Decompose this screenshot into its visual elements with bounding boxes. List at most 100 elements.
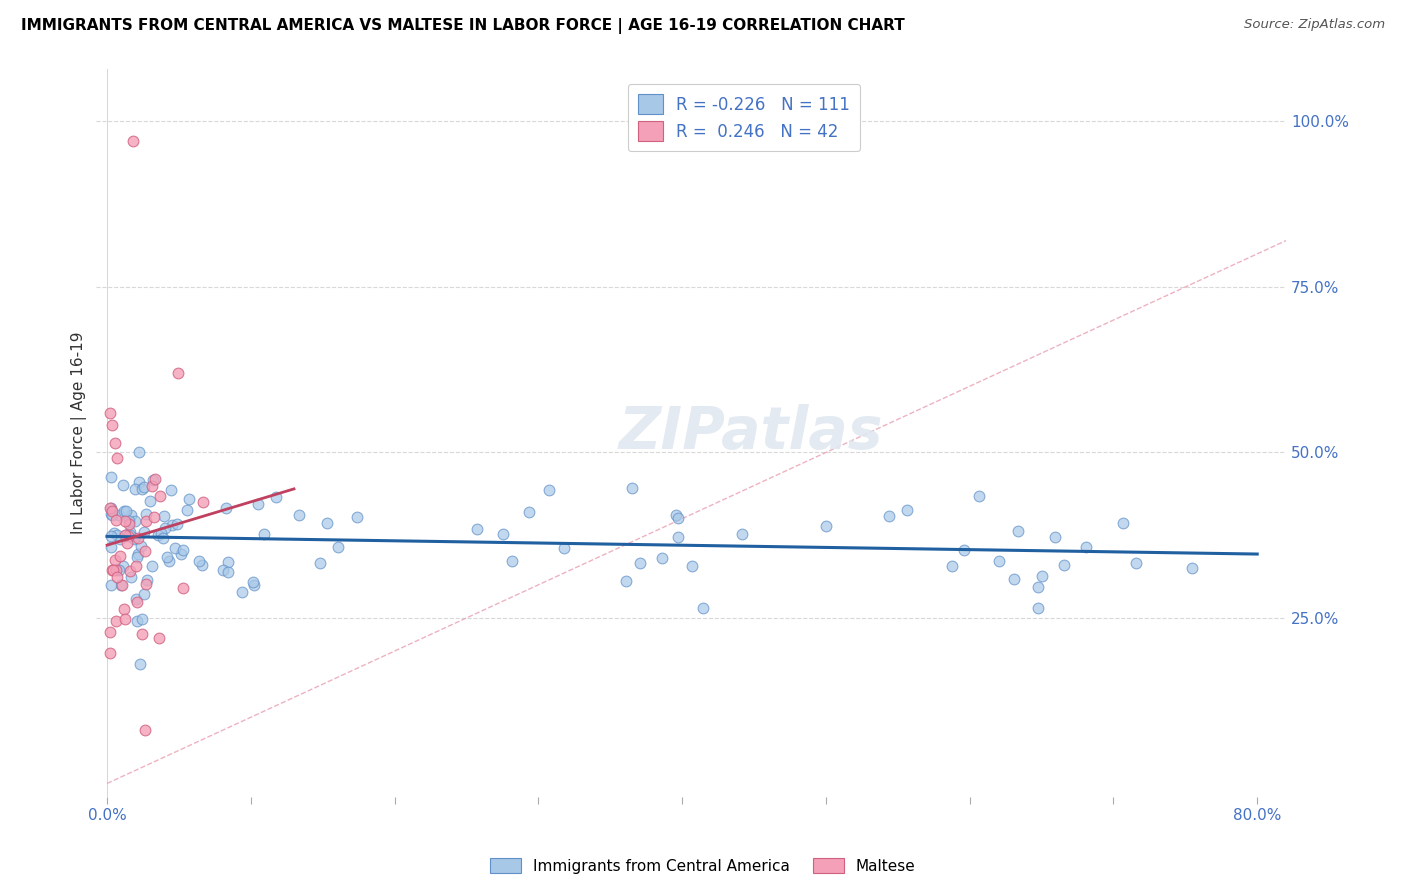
Y-axis label: In Labor Force | Age 16-19: In Labor Force | Age 16-19 xyxy=(72,331,87,533)
Point xyxy=(814,518,837,533)
Point xyxy=(191,558,214,573)
Point xyxy=(114,504,136,518)
Text: IMMIGRANTS FROM CENTRAL AMERICA VS MALTESE IN LABOR FORCE | AGE 16-19 CORRELATIO: IMMIGRANTS FROM CENTRAL AMERICA VS MALTE… xyxy=(21,18,905,34)
Point xyxy=(153,509,176,524)
Point xyxy=(108,549,131,564)
Point xyxy=(125,595,148,609)
Point xyxy=(501,554,523,568)
Point xyxy=(110,578,132,592)
Point xyxy=(143,510,166,524)
Point xyxy=(1026,600,1049,615)
Point xyxy=(148,631,170,645)
Point xyxy=(100,508,122,522)
Point xyxy=(177,491,200,506)
Point xyxy=(621,481,644,495)
Point xyxy=(253,526,276,541)
Point xyxy=(166,516,188,531)
Point xyxy=(172,581,194,595)
Point xyxy=(100,500,122,515)
Point xyxy=(112,478,135,492)
Point xyxy=(156,549,179,564)
Point xyxy=(953,542,976,557)
Point xyxy=(101,417,124,432)
Point xyxy=(665,508,688,522)
Point xyxy=(553,541,575,556)
Point xyxy=(103,526,125,541)
Point xyxy=(135,508,157,522)
Point xyxy=(731,527,754,541)
Point xyxy=(104,552,127,566)
Point xyxy=(176,503,198,517)
Point xyxy=(134,525,156,540)
Point xyxy=(100,529,122,543)
Point xyxy=(628,556,651,570)
Point xyxy=(651,551,673,566)
Point xyxy=(134,480,156,494)
Point xyxy=(160,483,183,498)
Point xyxy=(1076,540,1098,554)
Point xyxy=(315,516,337,530)
Point xyxy=(100,469,122,483)
Point xyxy=(242,575,264,590)
Point xyxy=(264,490,287,504)
Point xyxy=(125,559,148,574)
Point xyxy=(100,578,122,592)
Point xyxy=(118,525,141,540)
Point xyxy=(114,612,136,626)
Point xyxy=(538,483,561,497)
Point xyxy=(127,614,149,628)
Point xyxy=(465,522,488,536)
Point xyxy=(105,569,128,583)
Point xyxy=(105,527,128,541)
Point xyxy=(129,539,152,553)
Point xyxy=(1004,572,1026,586)
Point xyxy=(100,540,122,554)
Point xyxy=(152,532,174,546)
Point xyxy=(112,602,135,616)
Text: ZIPatlas: ZIPatlas xyxy=(619,404,883,461)
Point xyxy=(101,563,124,577)
Point xyxy=(114,514,136,528)
Point xyxy=(111,578,134,592)
Legend: R = -0.226   N = 111, R =  0.246   N = 42: R = -0.226 N = 111, R = 0.246 N = 42 xyxy=(627,84,860,152)
Point xyxy=(122,531,145,545)
Point xyxy=(148,490,170,504)
Point xyxy=(346,510,368,524)
Point xyxy=(117,529,139,543)
Point xyxy=(187,554,209,568)
Point xyxy=(105,450,128,465)
Point xyxy=(157,554,180,568)
Point xyxy=(896,502,918,516)
Point xyxy=(118,515,141,529)
Point xyxy=(100,504,122,518)
Point xyxy=(288,508,311,522)
Point xyxy=(681,558,703,573)
Point xyxy=(988,554,1011,568)
Point xyxy=(112,504,135,518)
Point xyxy=(326,540,349,554)
Point xyxy=(122,532,145,546)
Point xyxy=(134,587,156,601)
Point xyxy=(231,585,253,599)
Point xyxy=(98,646,121,660)
Point xyxy=(115,528,138,542)
Point xyxy=(1045,530,1067,544)
Point xyxy=(128,657,150,672)
Point xyxy=(170,547,193,561)
Point xyxy=(242,578,264,592)
Point xyxy=(105,564,128,578)
Point xyxy=(1031,569,1053,583)
Point xyxy=(120,508,142,523)
Point xyxy=(101,508,124,522)
Point xyxy=(160,518,183,533)
Point xyxy=(124,514,146,528)
Point xyxy=(115,536,138,550)
Point xyxy=(666,530,689,544)
Point xyxy=(127,531,149,545)
Point xyxy=(104,436,127,450)
Point xyxy=(120,570,142,584)
Point xyxy=(692,601,714,615)
Point xyxy=(1112,516,1135,530)
Point xyxy=(120,527,142,541)
Point xyxy=(143,472,166,486)
